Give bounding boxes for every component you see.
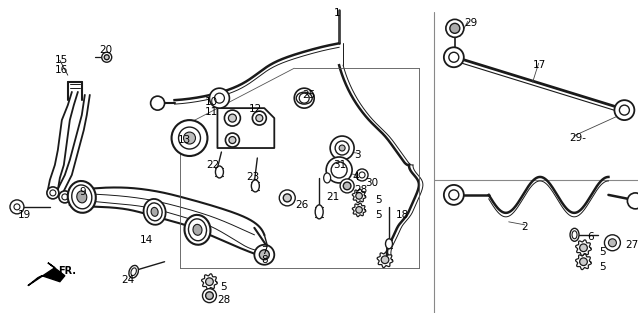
Circle shape [609,239,616,247]
Text: 12: 12 [248,104,262,114]
Ellipse shape [147,203,162,221]
Circle shape [205,292,213,300]
Text: 11: 11 [204,107,218,117]
Circle shape [10,200,24,214]
Ellipse shape [252,180,259,192]
Circle shape [356,207,362,213]
Text: 28: 28 [218,295,230,305]
Text: 14: 14 [140,235,153,245]
Circle shape [356,169,368,181]
Circle shape [172,120,207,156]
Text: FR.: FR. [58,266,76,276]
Circle shape [184,132,195,144]
Circle shape [252,111,266,125]
Ellipse shape [315,205,323,219]
Ellipse shape [216,166,223,178]
Text: 1: 1 [334,8,340,18]
Text: 23: 23 [246,172,260,182]
Text: 31: 31 [333,160,346,170]
Text: 15: 15 [55,55,68,65]
Ellipse shape [68,181,96,213]
Circle shape [102,52,112,62]
Ellipse shape [324,173,331,183]
Ellipse shape [188,219,207,241]
Circle shape [444,47,464,67]
Ellipse shape [151,208,158,216]
Text: 13: 13 [177,135,191,145]
Text: 5: 5 [375,210,381,220]
Circle shape [356,192,362,199]
Text: 28: 28 [354,185,367,195]
Text: 8: 8 [261,255,268,265]
Text: 2: 2 [522,222,528,232]
Circle shape [339,145,345,151]
Text: 30: 30 [365,178,378,188]
Circle shape [254,245,275,265]
Text: 16: 16 [55,65,68,75]
Text: 27: 27 [625,240,639,250]
Circle shape [446,19,464,37]
Ellipse shape [143,199,166,225]
Text: 10: 10 [204,97,218,107]
Circle shape [225,133,239,147]
Circle shape [381,256,389,264]
Text: 5: 5 [375,195,381,205]
Circle shape [614,100,634,120]
Ellipse shape [129,265,138,278]
Text: 19: 19 [18,210,31,220]
Text: 5: 5 [600,247,606,257]
Ellipse shape [77,191,87,203]
Circle shape [228,114,236,122]
Polygon shape [28,263,65,286]
Circle shape [330,136,354,160]
Ellipse shape [385,239,392,249]
Circle shape [627,193,640,209]
Text: 29-: 29- [570,133,586,143]
Circle shape [326,157,352,183]
Circle shape [225,110,241,126]
Circle shape [444,185,464,205]
Text: 6: 6 [588,232,594,242]
Text: 5: 5 [600,262,606,272]
Text: 24: 24 [122,275,135,285]
Text: 29: 29 [464,18,477,28]
Circle shape [256,115,263,121]
Ellipse shape [184,215,211,245]
Circle shape [450,23,460,33]
Text: 4: 4 [352,172,359,182]
Text: 9: 9 [80,187,86,197]
Circle shape [279,190,295,206]
Text: 18: 18 [396,210,409,220]
Text: 3: 3 [354,150,361,160]
Circle shape [209,88,229,108]
Circle shape [104,55,109,60]
Text: 26: 26 [295,200,308,210]
Text: 22: 22 [207,160,220,170]
Circle shape [343,182,351,190]
Text: 5: 5 [220,282,227,292]
Ellipse shape [72,185,92,209]
Circle shape [580,244,588,252]
Circle shape [340,179,354,193]
Circle shape [229,136,236,144]
Ellipse shape [570,228,579,241]
Text: 17: 17 [532,60,546,70]
Text: 20: 20 [100,45,113,55]
Circle shape [259,250,269,260]
Ellipse shape [296,92,312,104]
Circle shape [47,187,59,199]
Circle shape [580,258,588,265]
Circle shape [604,235,620,251]
Circle shape [205,278,213,285]
Circle shape [150,96,164,110]
Circle shape [294,88,314,108]
Circle shape [202,289,216,303]
Ellipse shape [193,224,202,235]
Text: 25: 25 [302,90,316,100]
Text: 21: 21 [326,192,339,202]
Circle shape [284,194,291,202]
Text: 7: 7 [261,246,268,256]
Circle shape [59,191,71,203]
